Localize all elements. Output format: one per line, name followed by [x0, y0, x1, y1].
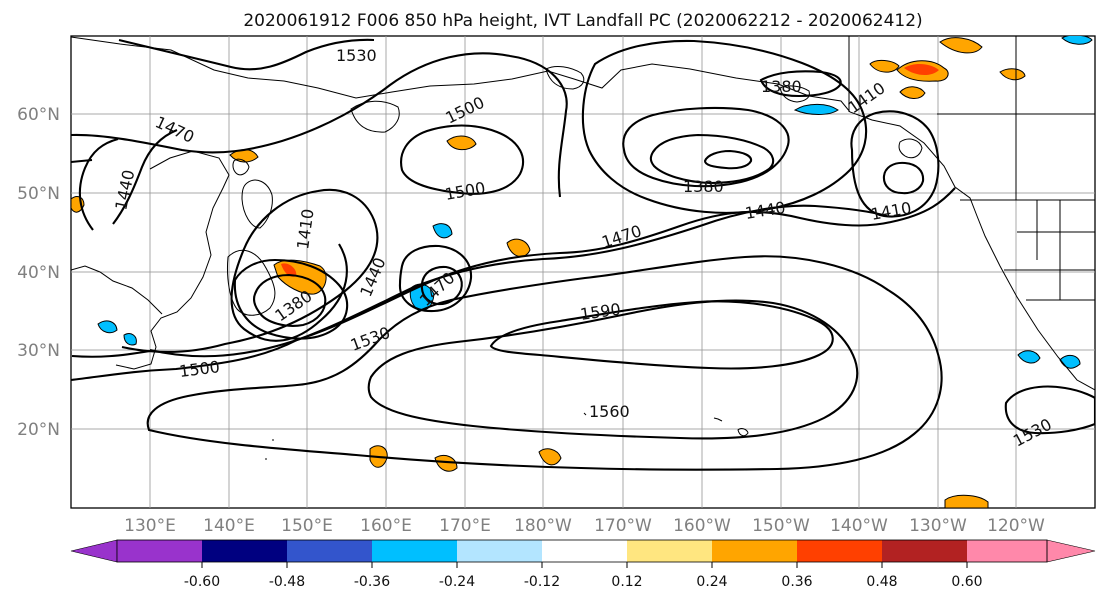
ivt-strong-positive-area [281, 263, 297, 277]
latitude-label: 50°N [17, 184, 60, 204]
longitude-label: 130°E [124, 516, 176, 536]
colorbar-swatch [542, 540, 627, 562]
latitude-labels: 60°N 50°N 40°N 30°N 20°N [17, 105, 60, 440]
longitude-label: 160°W [673, 516, 731, 536]
contour-label: 1530 [336, 46, 377, 65]
ivt-negative-area [1017, 350, 1041, 364]
colorbar-extend-high [1046, 539, 1096, 563]
colorbar-extend-low [70, 539, 118, 563]
ivt-negative-area [793, 103, 839, 115]
latitude-label: 20°N [17, 420, 60, 440]
colorbar-swatch [712, 540, 797, 562]
latitude-label: 60°N [17, 105, 60, 125]
ivt-negative-area [97, 320, 118, 334]
latitude-label: 30°N [17, 341, 60, 361]
colorbar-frame [116, 539, 1048, 563]
longitude-labels: 130°E 140°E 150°E 160°E 170°E 180°W 170°… [124, 516, 1045, 536]
ivt-positive-area [869, 59, 900, 73]
longitude-label: 140°E [203, 516, 255, 536]
colorbar-label: -0.12 [524, 574, 560, 590]
longitude-label: 140°W [830, 516, 888, 536]
ivt-shading [71, 36, 1093, 508]
colorbar-swatch [117, 540, 202, 562]
ivt-positive-area [446, 135, 477, 151]
colorbar-label: 0.24 [696, 574, 727, 590]
colorbar-swatch [627, 540, 712, 562]
longitude-label: 120°W [987, 516, 1045, 536]
longitude-label: 130°W [909, 516, 967, 536]
longitude-label: 150°W [752, 516, 810, 536]
colorbar-swatch [797, 540, 882, 562]
chart-title: 2020061912 F006 850 hPa height, IVT Land… [243, 11, 922, 31]
colorbar-label: -0.24 [439, 574, 475, 590]
contour-label: 1380 [761, 77, 802, 96]
colorbar-label: 0.60 [951, 574, 982, 590]
colorbar-label: -0.60 [184, 574, 220, 590]
ivt-positive-area [999, 68, 1026, 81]
contour-label: 1380 [683, 177, 724, 196]
colorbar-label: 0.12 [611, 574, 642, 590]
colorbar-swatch [967, 540, 1047, 562]
colorbar-labels: -0.60 -0.48 -0.36 -0.24 -0.12 0.12 0.24 … [184, 574, 983, 590]
colorbar-swatch [882, 540, 967, 562]
colorbar-label: 0.48 [866, 574, 897, 590]
map-panel: 1530 1470 1500 1380 1410 1440 1500 1380 … [17, 35, 1096, 536]
longitude-label: 170°E [439, 516, 491, 536]
colorbar-label: -0.48 [269, 574, 305, 590]
colorbar-label: 0.36 [781, 574, 812, 590]
ivt-positive-area [944, 494, 989, 508]
latitude-label: 40°N [17, 263, 60, 283]
longitude-label: 150°E [281, 516, 333, 536]
ivt-positive-area [538, 448, 562, 466]
coastlines [71, 36, 1095, 460]
contour-label: 1500 [178, 357, 221, 381]
colorbar-ticks [201, 562, 968, 568]
ivt-positive-area [899, 86, 926, 99]
ivt-negative-area [123, 333, 137, 346]
longitude-label: 180°W [514, 516, 572, 536]
colorbar-swatch [457, 540, 542, 562]
ivt-positive-area [506, 238, 531, 258]
colorbar-swatch [372, 540, 457, 562]
colorbar-label: -0.36 [354, 574, 390, 590]
colorbar: -0.60 -0.48 -0.36 -0.24 -0.12 0.12 0.24 … [70, 539, 1096, 590]
ivt-positive-area [434, 454, 458, 472]
ivt-strong-positive-area [904, 64, 939, 76]
ivt-negative-area [1061, 36, 1093, 45]
longitude-label: 160°E [360, 516, 412, 536]
contour-label: 1560 [589, 402, 630, 421]
colorbar-swatch [287, 540, 372, 562]
ivt-positive-area [939, 37, 983, 54]
colorbar-swatch [202, 540, 287, 562]
longitude-label: 170°W [594, 516, 652, 536]
ivt-negative-area [432, 223, 453, 239]
height-contours [71, 38, 1095, 471]
